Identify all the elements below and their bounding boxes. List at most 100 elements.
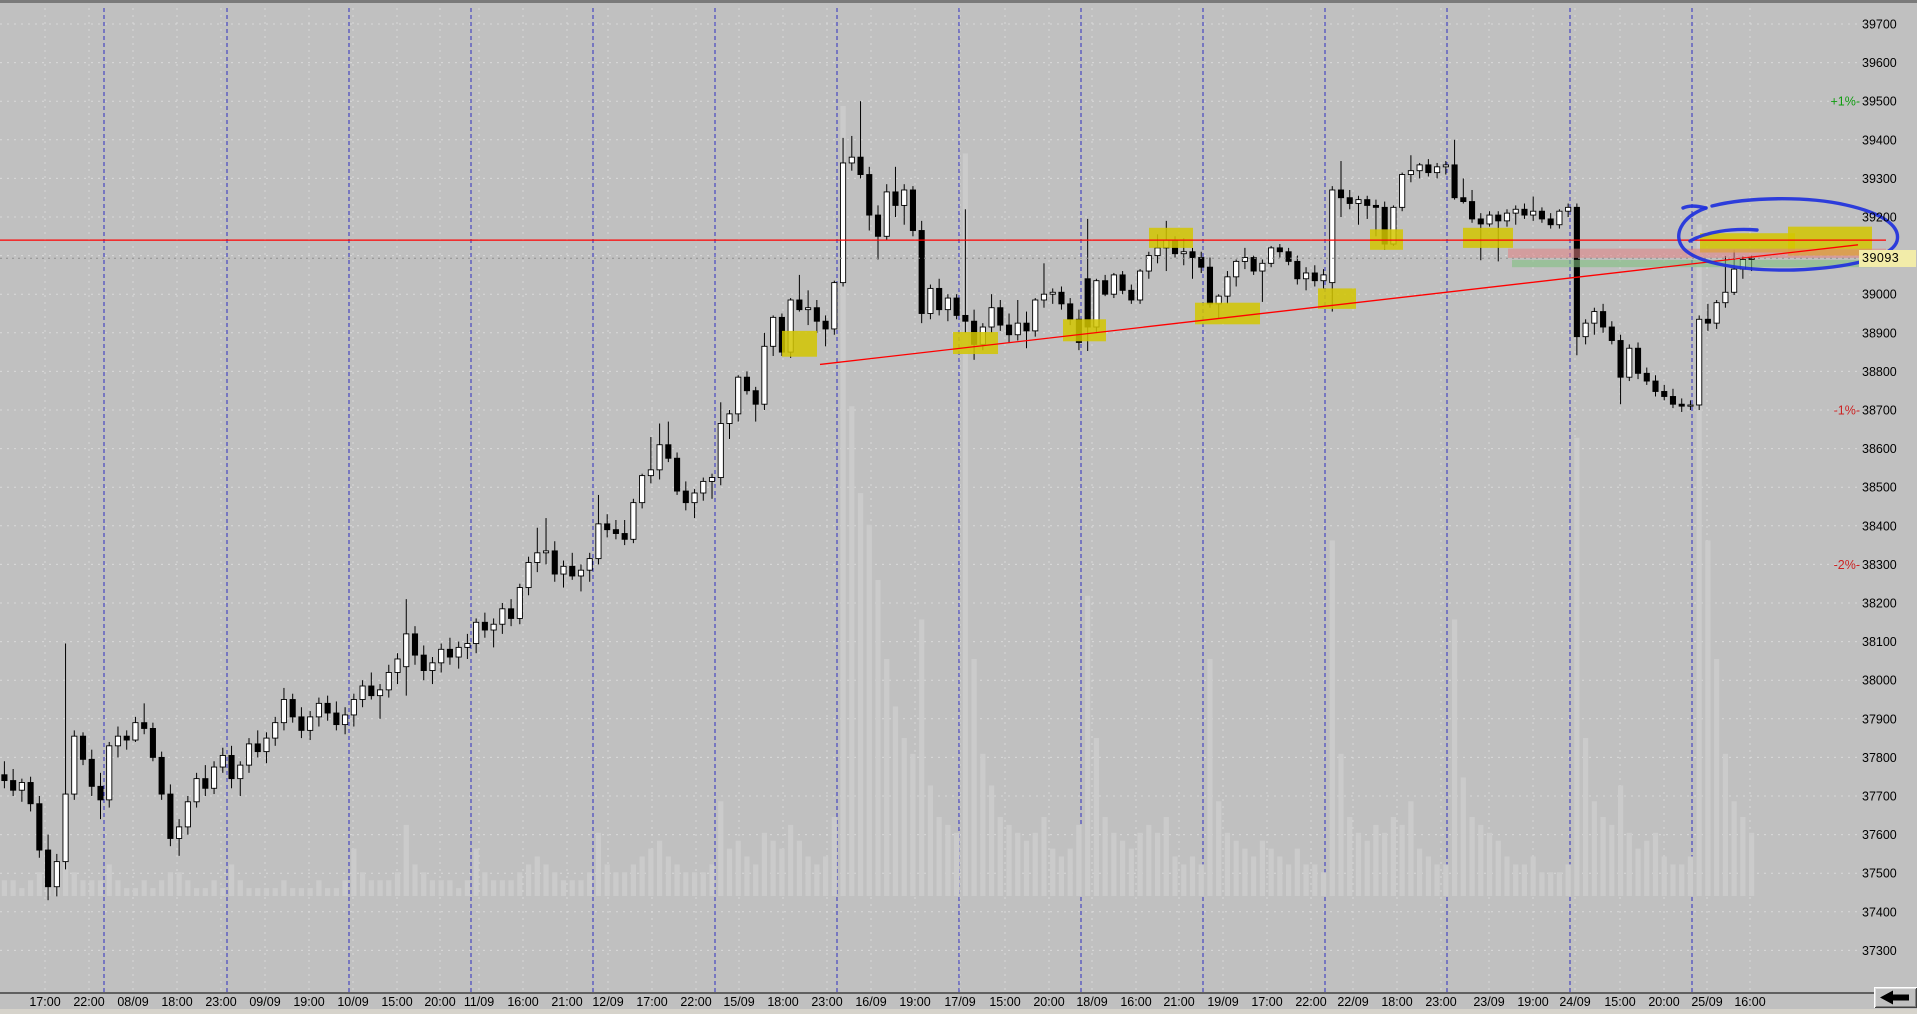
volume-bar xyxy=(1259,840,1265,896)
candle-bear xyxy=(333,712,340,726)
time-axis-label: 17/09 xyxy=(944,995,975,1009)
candle-bear xyxy=(1276,247,1283,253)
price-axis-label: 38100 xyxy=(1862,635,1897,649)
candle-bull xyxy=(988,307,995,328)
volume-bar xyxy=(176,872,182,896)
volume-bar xyxy=(927,785,934,896)
candle-bear xyxy=(167,793,174,839)
trend-lines-layer xyxy=(0,239,1886,366)
volume-bar xyxy=(892,706,899,896)
candle-bear xyxy=(1669,396,1677,405)
volume-bar xyxy=(1382,832,1388,896)
grid-layer xyxy=(0,8,1858,992)
volume-bar xyxy=(342,880,348,896)
volume-bar xyxy=(1163,817,1169,896)
time-axis-label: 16/09 xyxy=(855,995,886,1009)
yellow-highlight-zone xyxy=(953,332,998,355)
candle-bear xyxy=(822,320,829,330)
volume-bar xyxy=(1085,595,1091,896)
candle-bull xyxy=(1145,255,1152,272)
volume-bar xyxy=(578,880,584,896)
volume-bar xyxy=(1583,738,1589,896)
candle-bear xyxy=(202,778,209,789)
candle-bull xyxy=(534,552,541,563)
ascending-trendline[interactable] xyxy=(819,244,1859,366)
volume-bar xyxy=(1574,437,1580,896)
yellow-highlight-zone xyxy=(1195,302,1260,325)
candle-bear xyxy=(1128,289,1135,301)
axis-layer[interactable]: 39700 39600 39500 39400 39300 39200 39000 38900… xyxy=(0,18,1917,1010)
volume-bar xyxy=(857,493,864,896)
volume-bar xyxy=(718,801,724,896)
candle-bull xyxy=(1014,322,1021,336)
volume-bar xyxy=(1731,801,1737,896)
candle-bull xyxy=(1110,274,1117,295)
volume-bar xyxy=(1670,864,1676,896)
yellow-highlight-zone xyxy=(1063,319,1106,342)
candle-bull xyxy=(62,793,69,863)
volume-bar xyxy=(159,880,165,896)
volume-bar xyxy=(1434,864,1440,896)
volume-bar xyxy=(936,817,942,896)
candle-bear xyxy=(254,743,261,753)
volume-bar xyxy=(1006,824,1012,896)
volume-bar xyxy=(263,888,270,896)
volume-bar xyxy=(954,832,960,896)
time-axis-label: 23/09 xyxy=(1473,995,1504,1009)
volume-bar xyxy=(185,880,191,896)
candle-bear xyxy=(289,699,296,718)
price-axis-label: 39400 xyxy=(1862,133,1897,147)
candle-bear xyxy=(892,191,899,206)
candle-bull xyxy=(831,282,838,330)
time-axis-label: 15:00 xyxy=(381,995,412,1009)
volume-bar xyxy=(80,880,86,896)
volume-bar xyxy=(657,840,663,896)
candle-bear xyxy=(508,608,515,619)
volume-bar xyxy=(901,738,907,896)
price-axis-label: 39700 xyxy=(1862,18,1897,32)
candle-bull xyxy=(761,345,768,405)
volume-bar xyxy=(464,880,471,896)
volume-bar xyxy=(971,659,977,896)
yellow-highlight-zone xyxy=(1463,227,1513,248)
volume-bar xyxy=(1294,848,1300,896)
volume-bar xyxy=(438,880,444,896)
candle-bull xyxy=(1049,291,1056,295)
time-axis-label: 09/09 xyxy=(249,995,280,1009)
time-axis-label: 25/09 xyxy=(1691,995,1722,1009)
price-axis-label: 37400 xyxy=(1862,905,1897,919)
candle-bear xyxy=(1294,260,1301,280)
candle-bear xyxy=(158,756,165,795)
volume-bar xyxy=(1067,848,1073,896)
candle-bear xyxy=(1661,391,1668,397)
candle-bull xyxy=(1626,347,1633,378)
volume-bar xyxy=(1749,832,1755,896)
candle-bull xyxy=(708,477,716,482)
volume-bar xyxy=(1408,801,1414,896)
volume-bar xyxy=(1521,864,1528,896)
candle-bull xyxy=(901,189,908,206)
candle-bull xyxy=(1320,274,1327,282)
candle-bear xyxy=(228,755,235,780)
volume-bar xyxy=(814,864,820,896)
volume-bar xyxy=(543,864,549,896)
candle-bull xyxy=(455,646,462,658)
volume-bar xyxy=(665,856,671,896)
volume-bar xyxy=(359,872,366,896)
volume-bar xyxy=(517,872,523,896)
candle-bear xyxy=(1005,324,1013,336)
scroll-left-button[interactable] xyxy=(1874,987,1917,1008)
volume-bar xyxy=(1329,540,1335,896)
candle-bear xyxy=(88,758,95,787)
price-axis-label: 38900 xyxy=(1862,326,1897,340)
volume-bar xyxy=(1705,540,1711,896)
time-axis-label: 22/09 xyxy=(1337,995,1368,1009)
candle-bull xyxy=(630,502,637,540)
candle-bull xyxy=(560,565,567,575)
candle-bear xyxy=(27,782,34,805)
time-axis-label: 23:00 xyxy=(1425,995,1456,1009)
volume-bar xyxy=(569,880,575,896)
candle-bear xyxy=(1250,257,1257,272)
candle-bear xyxy=(298,716,305,731)
